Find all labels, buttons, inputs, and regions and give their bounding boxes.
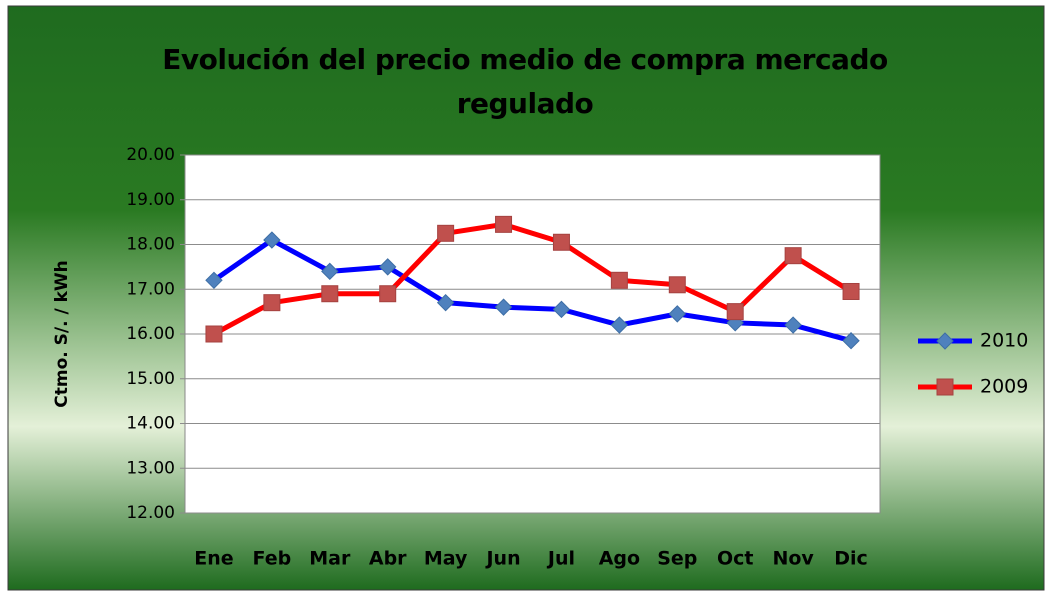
- data-point: [668, 305, 686, 323]
- data-point: [205, 271, 223, 290]
- chart-title: Evolución del precio medio de compra mer…: [162, 43, 888, 120]
- x-tick-label: Jul: [546, 548, 575, 570]
- data-point: [379, 258, 397, 276]
- data-point: [842, 332, 860, 350]
- y-axis-label: Ctmo. S/. / kWh: [52, 260, 72, 408]
- data-point: [668, 276, 686, 294]
- data-point: [321, 262, 339, 281]
- x-tick-label: Nov: [772, 548, 814, 570]
- legend-marker: [936, 378, 954, 396]
- legend-label: 2010: [980, 330, 1028, 352]
- data-point: [610, 316, 629, 334]
- data-point: [494, 298, 513, 316]
- data-point: [784, 316, 802, 334]
- x-tick-label: Dic: [834, 548, 868, 570]
- data-point: [379, 285, 397, 303]
- y-tick-label: 20.00: [126, 145, 175, 165]
- y-tick-label: 18.00: [126, 235, 175, 255]
- y-tick-label: 17.00: [126, 279, 175, 299]
- x-tick-label: Oct: [717, 548, 754, 570]
- x-tick-label: Sep: [657, 548, 697, 570]
- x-tick-label: Jun: [484, 548, 520, 570]
- data-point: [842, 282, 860, 300]
- data-point: [784, 247, 802, 265]
- series-line: [212, 221, 853, 337]
- series-line: [212, 237, 852, 344]
- data-point: [610, 271, 628, 289]
- data-point: [495, 215, 513, 233]
- legend-label: 2009: [980, 376, 1028, 398]
- x-tick-label: Ene: [194, 548, 233, 570]
- data-point: [263, 231, 281, 249]
- y-tick-label: 15.00: [126, 369, 175, 389]
- data-point: [436, 293, 455, 312]
- data-point: [263, 294, 281, 312]
- legend-marker: [936, 332, 954, 350]
- y-tick-label: 19.00: [126, 190, 175, 210]
- y-tick-label: 16.00: [126, 324, 175, 344]
- data-point: [437, 224, 455, 242]
- y-tick-label: 13.00: [126, 458, 175, 478]
- x-tick-label: Ago: [599, 548, 640, 570]
- data-point: [726, 303, 744, 321]
- data-point: [205, 325, 223, 343]
- x-tick-label: May: [424, 548, 468, 570]
- data-point: [552, 233, 570, 251]
- data-point: [552, 300, 571, 319]
- y-tick-label: 12.00: [126, 503, 175, 523]
- data-point: [321, 285, 339, 303]
- x-tick-label: Feb: [253, 548, 292, 570]
- y-tick-label: 14.00: [126, 414, 175, 434]
- x-tick-label: Abr: [369, 548, 407, 570]
- x-tick-label: Mar: [309, 548, 351, 570]
